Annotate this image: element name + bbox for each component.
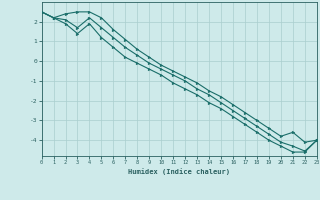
X-axis label: Humidex (Indice chaleur): Humidex (Indice chaleur)	[128, 168, 230, 175]
